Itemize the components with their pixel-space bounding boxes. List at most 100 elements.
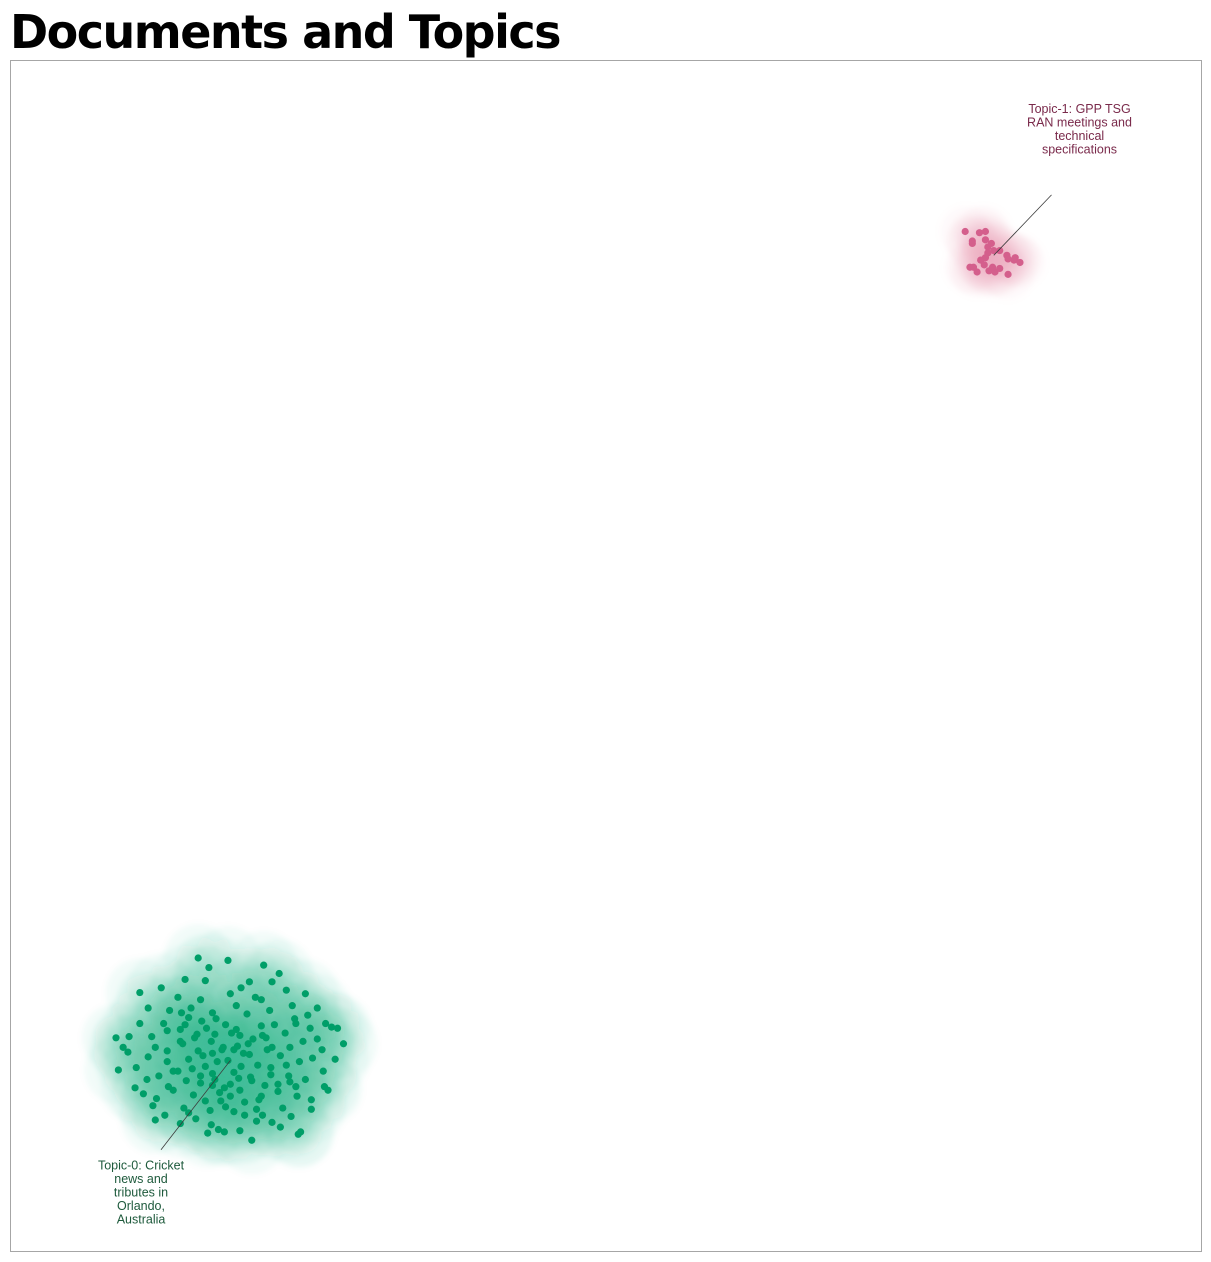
data-point [208, 1009, 217, 1017]
data-point [181, 1021, 189, 1029]
data-point [257, 1022, 265, 1030]
data-point [212, 1015, 220, 1023]
data-point [194, 1047, 202, 1055]
data-point [226, 1092, 234, 1100]
data-point [194, 954, 202, 962]
data-point [185, 1013, 193, 1022]
data-point [149, 1102, 157, 1110]
data-point [322, 1019, 330, 1028]
annotation-leader-0 [160, 1060, 231, 1150]
data-point [307, 1096, 315, 1104]
data-point [276, 1052, 284, 1060]
data-point [988, 263, 997, 271]
data-point [219, 1043, 227, 1051]
data-point [176, 1119, 184, 1128]
data-point [196, 1072, 205, 1080]
data-point [185, 1109, 193, 1117]
series-points-1 [961, 227, 1024, 278]
data-point [202, 1024, 211, 1032]
data-point [268, 1118, 276, 1126]
data-point [274, 1087, 282, 1096]
data-point [226, 990, 234, 998]
data-point [204, 1129, 212, 1137]
points-layer [112, 227, 1024, 1144]
data-point [230, 1068, 238, 1076]
data-point [980, 261, 988, 269]
data-point [1016, 258, 1024, 267]
data-point [157, 984, 165, 992]
data-point [139, 1090, 147, 1098]
data-point [318, 1046, 326, 1054]
data-point [308, 1054, 317, 1062]
data-point [220, 1084, 228, 1092]
data-point [245, 1050, 253, 1059]
data-point [144, 1053, 152, 1061]
series-points-0 [112, 954, 348, 1144]
data-point [207, 1121, 215, 1129]
data-point [216, 1088, 224, 1097]
data-point [180, 1104, 188, 1112]
data-point [188, 1065, 196, 1073]
data-point [136, 1019, 144, 1028]
data-point [230, 1046, 238, 1054]
data-point [267, 1071, 275, 1079]
annotation-leader-1 [993, 194, 1052, 256]
data-point [163, 1058, 171, 1066]
data-point [258, 1111, 267, 1119]
data-point [996, 264, 1004, 273]
data-point [260, 961, 268, 969]
data-point [257, 996, 265, 1004]
data-point [206, 1106, 214, 1115]
data-point [1004, 270, 1012, 278]
data-point [205, 963, 213, 972]
annotation-line: news and [114, 1172, 168, 1186]
data-point [331, 1055, 339, 1063]
data-point [114, 1066, 122, 1074]
data-point [297, 1128, 305, 1136]
data-point [299, 1037, 307, 1045]
data-point [304, 1011, 312, 1019]
data-point [987, 239, 995, 248]
data-point [286, 1078, 294, 1086]
data-point [295, 1058, 304, 1066]
annotation-line: technical [1055, 129, 1104, 143]
data-point [207, 1037, 215, 1045]
annotation-line: Topic-0: Cricket [98, 1159, 185, 1173]
annotation-label-0: Topic-0: Cricket news and tributes in Orlan… [98, 1159, 185, 1227]
data-point [189, 1091, 198, 1099]
data-point [301, 1075, 309, 1084]
data-point [169, 1067, 177, 1075]
data-point [320, 1083, 329, 1091]
data-point [164, 1083, 173, 1091]
data-point [124, 1048, 132, 1056]
data-point [292, 1083, 300, 1091]
data-point [143, 1075, 151, 1084]
data-point [236, 1127, 244, 1135]
data-point [144, 1004, 152, 1012]
data-point [236, 1031, 244, 1040]
data-point [152, 1094, 161, 1103]
data-point [201, 1097, 209, 1105]
data-point [182, 1077, 190, 1085]
data-point [211, 1030, 219, 1038]
data-point [252, 1117, 261, 1125]
data-point [163, 1047, 171, 1055]
data-point [208, 1069, 217, 1078]
data-point [245, 978, 253, 986]
data-point [125, 1033, 133, 1041]
data-point [217, 1097, 225, 1105]
data-point [232, 1002, 240, 1010]
data-point [221, 1021, 230, 1029]
data-point [208, 1081, 217, 1090]
data-point [224, 1056, 232, 1065]
data-point [241, 1111, 249, 1119]
data-point [236, 1086, 244, 1094]
data-point [282, 1061, 290, 1069]
data-point [969, 263, 978, 271]
data-point [220, 1128, 228, 1136]
data-point [301, 990, 309, 998]
data-point [270, 1021, 279, 1029]
annotation-line: Topic-1: GPP TSG [1028, 102, 1130, 116]
